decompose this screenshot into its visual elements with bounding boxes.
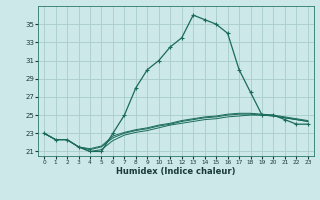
X-axis label: Humidex (Indice chaleur): Humidex (Indice chaleur) xyxy=(116,167,236,176)
